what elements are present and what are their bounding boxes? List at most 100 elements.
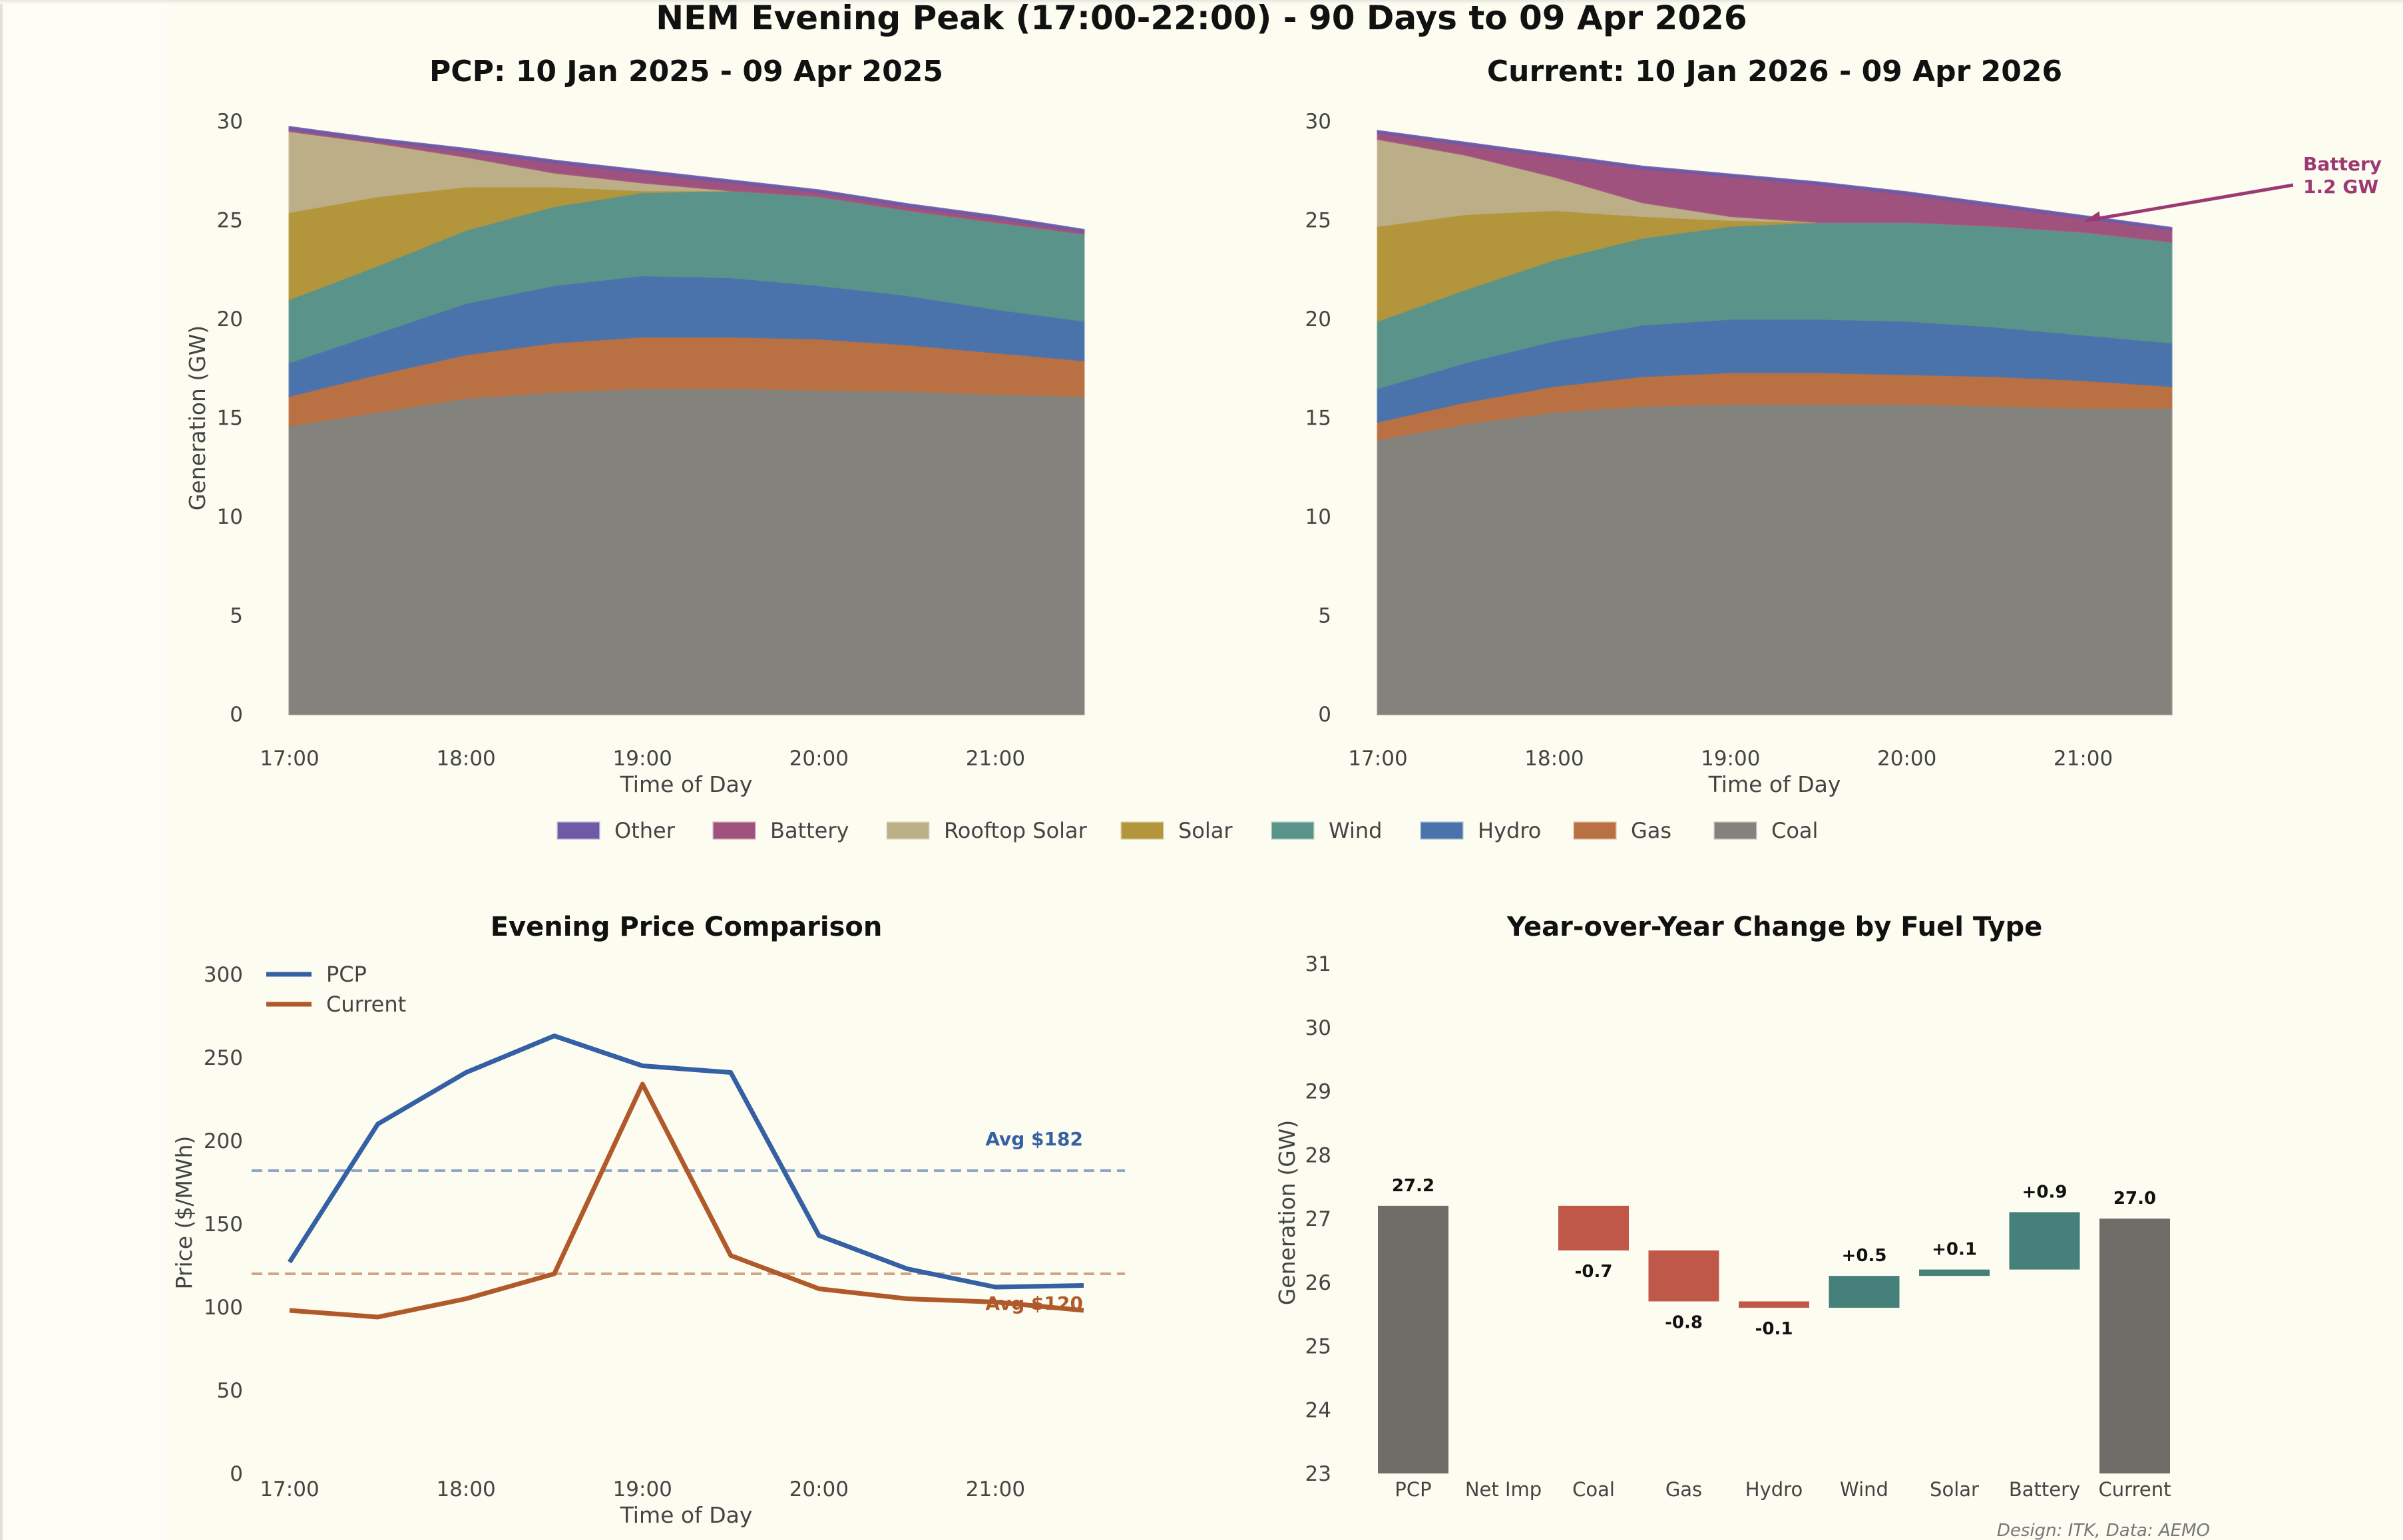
x-tick-label: 21:00 <box>966 1477 1025 1501</box>
area-other <box>1377 130 2173 232</box>
y-tick-label: 30 <box>1305 110 1331 134</box>
y-tick-label: 0 <box>1318 703 1331 727</box>
waterfall-y-axis-label: Generation (GW) <box>1274 1120 1300 1306</box>
waterfall-chart-title: Year-over-Year Change by Fuel Type <box>1506 912 2043 942</box>
y-tick-label: 20 <box>1305 307 1331 331</box>
bar-value-label: 27.0 <box>2113 1189 2156 1209</box>
y-tick-label: 30 <box>217 110 243 134</box>
annotation-label-line2: 1.2 GW <box>2303 176 2378 198</box>
bar-value-label: -0.1 <box>1755 1319 1793 1339</box>
y-tick-label: 15 <box>217 407 243 431</box>
pcp-x-axis-label: Time of Day <box>620 771 753 797</box>
legend-swatch-other <box>556 821 600 840</box>
current-x-axis-label: Time of Day <box>1708 771 1841 797</box>
x-tick-label: Hydro <box>1745 1478 1803 1501</box>
legend-label-gas: Gas <box>1631 818 1671 843</box>
price-legend-label-current: Current <box>326 992 406 1017</box>
price-y-axis-label: Price ($/MWh) <box>171 1136 197 1290</box>
legend-label-wind: Wind <box>1329 818 1382 843</box>
area-coal <box>1377 403 2173 715</box>
legend-swatch-battery <box>712 821 756 840</box>
pcp-chart-title: PCP: 10 Jan 2025 - 09 Apr 2025 <box>429 55 943 89</box>
current-chart-title: Current: 10 Jan 2026 - 09 Apr 2026 <box>1487 55 2062 89</box>
x-tick-label: 20:00 <box>1877 747 1936 771</box>
bar-value-label: 27.2 <box>1392 1176 1434 1196</box>
x-tick-label: 18:00 <box>436 1477 495 1501</box>
y-tick-label: 150 <box>204 1213 243 1237</box>
y-tick-label: 23 <box>1305 1462 1331 1486</box>
x-tick-label: 18:00 <box>436 747 495 771</box>
y-tick-label: 300 <box>204 963 243 987</box>
price-line-chart: Evening Price Comparison Time of Day Pri… <box>171 912 1125 1528</box>
legend-swatch-coal <box>1713 821 1757 840</box>
x-tick-label: 17:00 <box>1348 747 1407 771</box>
x-tick-label: 21:00 <box>966 747 1025 771</box>
figure-title: NEM Evening Peak (17:00-22:00) - 90 Days… <box>656 0 1747 37</box>
bar-current <box>2099 1219 2170 1473</box>
legend-label-solar: Solar <box>1178 818 1233 843</box>
y-tick-label: 25 <box>1305 1335 1331 1359</box>
y-tick-label: 20 <box>217 307 243 331</box>
bar-value-label: -0.8 <box>1665 1312 1703 1332</box>
area-coal <box>288 387 1085 715</box>
x-tick-label: Gas <box>1665 1478 1702 1501</box>
y-tick-label: 24 <box>1305 1398 1331 1422</box>
x-tick-label: Wind <box>1840 1478 1888 1501</box>
y-tick-label: 31 <box>1305 952 1331 976</box>
price-chart-title: Evening Price Comparison <box>491 912 883 942</box>
legend-swatch-hydro <box>1420 821 1464 840</box>
fuel-legend: Other Battery Rooftop Solar Solar Wind Hydro G… <box>556 818 1818 843</box>
annotation-label-line1: Battery <box>2303 153 2382 175</box>
annotation-arrowhead-icon <box>2083 211 2101 222</box>
x-tick-label: 19:00 <box>613 1477 672 1501</box>
x-tick-label: 17:00 <box>260 747 319 771</box>
y-tick-label: 30 <box>1305 1016 1331 1040</box>
waterfall-chart: Year-over-Year Change by Fuel Type Gener… <box>1274 912 2171 1501</box>
price-line-pcp <box>288 1034 1084 1290</box>
y-tick-label: 27 <box>1305 1207 1331 1231</box>
x-tick-label: 19:00 <box>1701 747 1760 771</box>
legend-label-rooftop-solar: Rooftop Solar <box>944 818 1088 843</box>
legend-swatch-solar <box>1120 821 1164 840</box>
credit-text: Design: ITK, Data: AEMO <box>1997 1521 2210 1540</box>
x-tick-label: Current <box>2099 1478 2171 1501</box>
avg-label-current: Avg $120 <box>985 1292 1083 1314</box>
y-tick-label: 25 <box>217 209 243 233</box>
y-tick-label: 0 <box>230 703 243 727</box>
pcp-stacked-area-chart: PCP: 10 Jan 2025 - 09 Apr 2025 Time of D… <box>184 55 1085 797</box>
legend-swatch-rooftop-solar <box>886 821 930 840</box>
y-tick-label: 0 <box>230 1462 243 1486</box>
legend-label-hydro: Hydro <box>1478 818 1541 843</box>
area-other <box>288 126 1085 234</box>
y-tick-label: 26 <box>1305 1271 1331 1295</box>
legend-label-coal: Coal <box>1771 818 1818 843</box>
bar-coal <box>1558 1205 1629 1251</box>
legend-label-other: Other <box>614 818 676 843</box>
bar-pcp <box>1378 1205 1448 1473</box>
x-tick-label: 21:00 <box>2054 747 2113 771</box>
x-tick-label: 20:00 <box>789 1477 849 1501</box>
bar-solar <box>1919 1269 1990 1276</box>
price-legend-label-pcp: PCP <box>326 962 367 987</box>
bar-value-label: +0.1 <box>1932 1240 1977 1260</box>
current-stacked-area-chart: Current: 10 Jan 2026 - 09 Apr 2026 Time … <box>1305 55 2382 797</box>
x-tick-label: 17:00 <box>260 1477 319 1501</box>
y-tick-label: 250 <box>204 1046 243 1070</box>
x-tick-label: PCP <box>1395 1478 1431 1501</box>
legend-label-battery: Battery <box>770 818 849 843</box>
y-tick-label: 28 <box>1305 1143 1331 1167</box>
x-tick-label: 18:00 <box>1524 747 1584 771</box>
top-edge <box>0 0 2403 4</box>
y-tick-label: 10 <box>1305 505 1331 529</box>
x-tick-label: 19:00 <box>613 747 672 771</box>
y-tick-label: 50 <box>217 1379 243 1403</box>
price-line-current <box>289 1081 1084 1320</box>
price-x-axis-label: Time of Day <box>620 1502 753 1528</box>
x-tick-label: 20:00 <box>789 747 849 771</box>
bar-hydro <box>1739 1301 1809 1308</box>
bar-value-label: +0.5 <box>1842 1246 1887 1266</box>
avg-label-pcp: Avg $182 <box>985 1128 1083 1150</box>
bar-value-label: -0.7 <box>1575 1262 1613 1282</box>
y-tick-label: 25 <box>1305 209 1331 233</box>
